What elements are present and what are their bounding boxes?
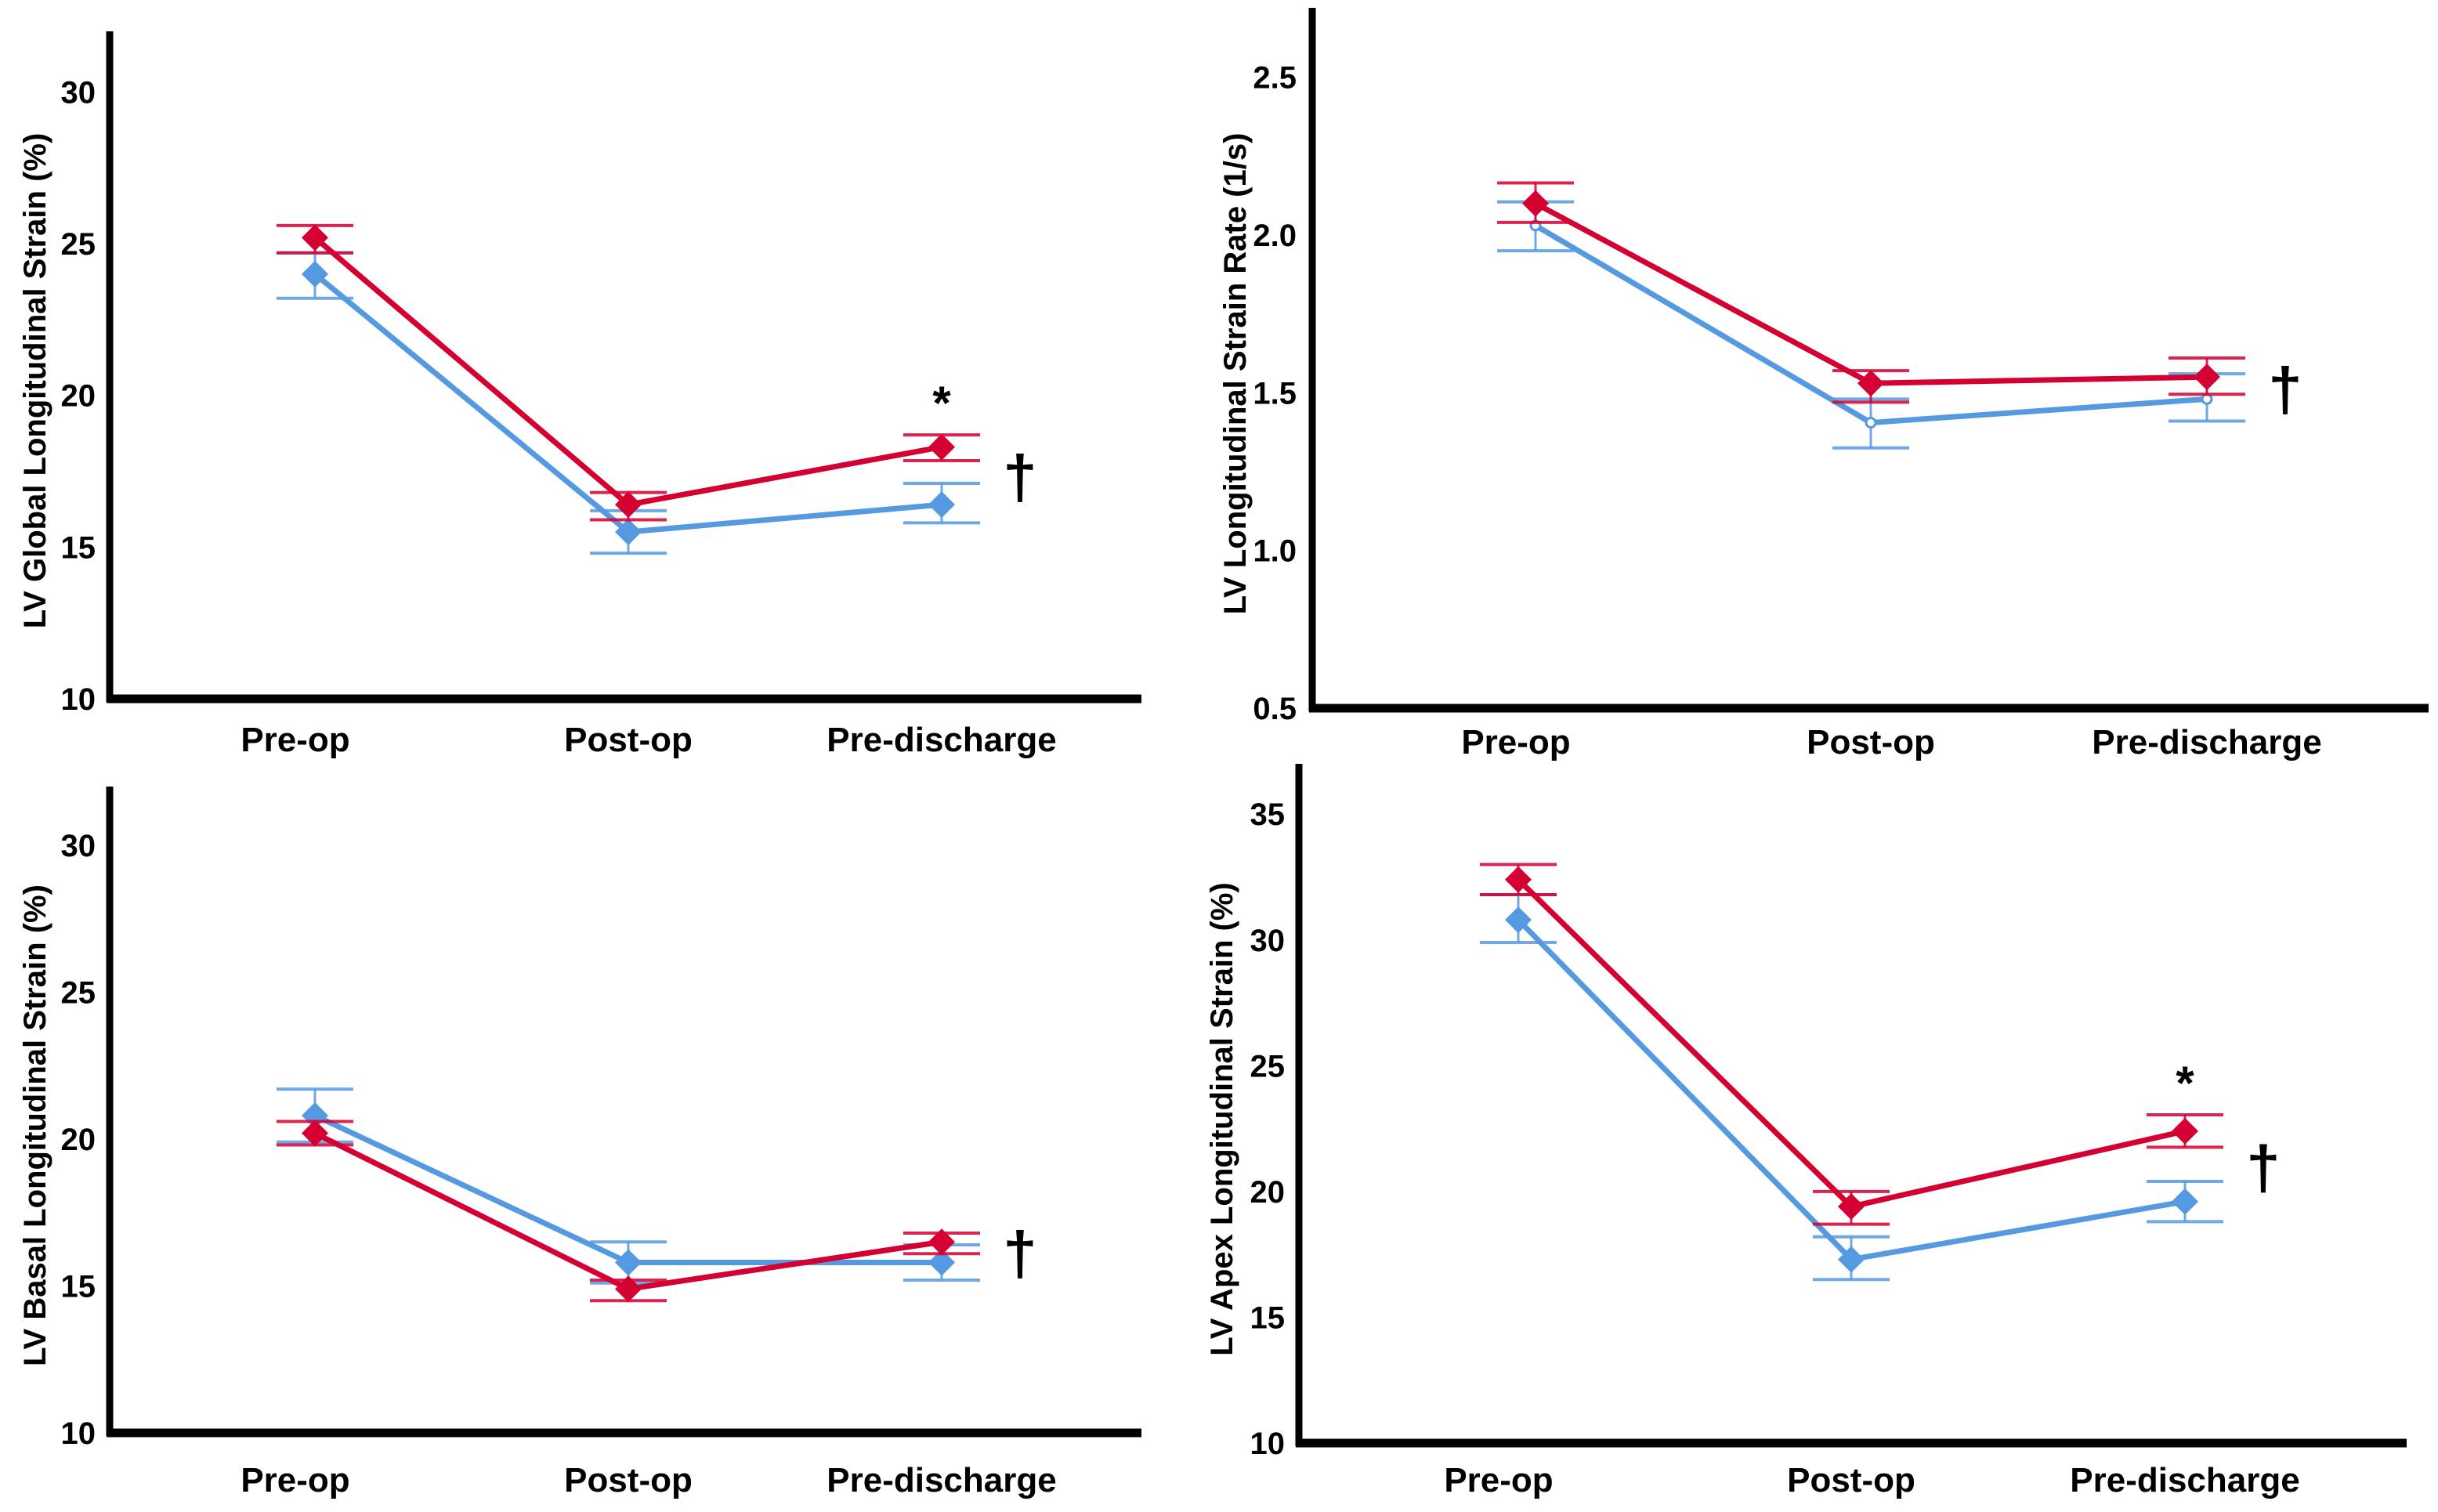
series-red-group: [277, 1120, 980, 1303]
significance-dagger: †: [1003, 442, 1036, 511]
data-point-diamond: [302, 260, 328, 288]
y-tick-label: 0.5: [1253, 692, 1297, 726]
series-blue-group: [1497, 200, 2245, 450]
data-point-diamond: [302, 224, 328, 251]
y-tick-label: 30: [61, 829, 96, 863]
series-red-group: [277, 223, 980, 522]
y-axis-title: LV Basal Longitudinal Strain (%): [18, 884, 52, 1366]
y-tick-label: 10: [61, 682, 96, 717]
chart-panel-strain-rate: 0.5 1.0 1.5 2.0 2.5 LV Longitudinal Strain Ra…: [1218, 8, 2429, 761]
data-point-diamond: [928, 433, 955, 461]
chart-panel-apex: 10 15 20 25 30 35 LV Apex Longitudinal Strain …: [1205, 764, 2407, 1499]
data-point-diamond: [615, 1249, 642, 1276]
y-axis-title: LV Global Longitudinal Strain (%): [18, 133, 52, 629]
series-red-group: [1497, 181, 2245, 404]
data-point-diamond: [1838, 1246, 1865, 1273]
chart-panel-basal: 10 15 20 25 30 LV Basal Longitudinal Strain (…: [18, 787, 1141, 1499]
y-axis-title: LV Longitudinal Strain Rate (1/s): [1218, 133, 1253, 615]
data-point-diamond: [1505, 906, 1532, 934]
x-category-label: Pre-op: [1461, 723, 1570, 761]
significance-dagger: †: [1003, 1218, 1036, 1287]
y-tick-label: 15: [1250, 1300, 1286, 1335]
x-category-label: Pre-op: [1444, 1461, 1553, 1499]
data-point-diamond: [1522, 190, 1549, 217]
y-tick-label: 30: [61, 75, 96, 110]
x-category-label: Post-op: [564, 721, 693, 759]
data-point-diamond: [615, 1275, 642, 1303]
series-line: [313, 235, 942, 508]
y-tick-label: 2.5: [1253, 61, 1297, 96]
significance-dagger: †: [2268, 354, 2302, 423]
x-category-label: Pre-discharge: [827, 721, 1056, 759]
series-line: [1534, 201, 2208, 386]
data-point-diamond: [1505, 866, 1532, 893]
x-category-label: Pre-discharge: [2092, 723, 2321, 761]
chart-panel-global: 10 15 20 25 30 LV Global Longitudinal Strain …: [18, 31, 1141, 759]
data-point-diamond: [928, 1228, 955, 1256]
x-category-label: Pre-op: [241, 721, 349, 759]
x-category-label: Post-op: [1787, 1461, 1915, 1499]
x-category-label: Pre-discharge: [827, 1461, 1056, 1499]
data-point-diamond: [2172, 1117, 2198, 1145]
data-point-diamond: [1857, 370, 1884, 397]
data-point-diamond: [2172, 1188, 2198, 1215]
significance-dagger: †: [2246, 1133, 2280, 1202]
data-point-diamond: [928, 1249, 955, 1276]
y-tick-label: 15: [61, 1270, 96, 1304]
data-point-diamond: [615, 491, 642, 519]
data-point-circle: [1865, 417, 1877, 429]
y-tick-label: 10: [61, 1416, 96, 1451]
series-line: [1516, 877, 2186, 1210]
x-category-label: Pre-op: [241, 1461, 349, 1499]
y-tick-label: 25: [1250, 1049, 1286, 1083]
y-tick-label: 1.0: [1253, 534, 1297, 569]
series-red-group: [1480, 863, 2223, 1226]
y-tick-label: 2.0: [1253, 219, 1297, 253]
data-point-diamond: [2194, 364, 2220, 391]
y-tick-label: 20: [61, 379, 96, 414]
data-point-diamond: [1838, 1193, 1865, 1221]
y-tick-label: 25: [61, 976, 96, 1011]
y-tick-label: 15: [61, 530, 96, 565]
y-tick-label: 20: [1250, 1175, 1286, 1210]
data-point-diamond: [928, 491, 955, 519]
y-tick-label: 1.5: [1253, 376, 1297, 411]
y-tick-label: 35: [1250, 798, 1286, 832]
y-tick-label: 25: [61, 227, 96, 262]
significance-asterisk: *: [2176, 1057, 2194, 1109]
y-tick-label: 10: [1250, 1427, 1286, 1461]
data-point-diamond: [615, 519, 642, 545]
y-tick-label: 30: [1250, 924, 1286, 958]
data-point-diamond: [302, 1120, 328, 1147]
y-axis-title: LV Apex Longitudinal Strain (%): [1205, 882, 1239, 1355]
x-category-label: Post-op: [1807, 723, 1935, 761]
x-category-label: Post-op: [564, 1461, 693, 1499]
y-tick-label: 20: [61, 1123, 96, 1157]
significance-asterisk: *: [932, 377, 951, 429]
x-category-label: Pre-discharge: [2070, 1461, 2299, 1499]
